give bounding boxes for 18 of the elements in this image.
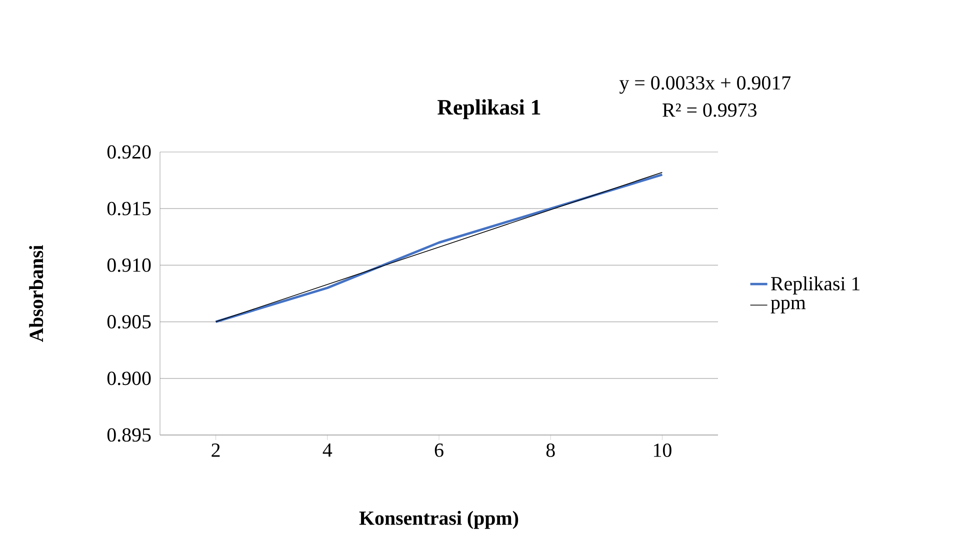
y-tick-label: 0.905: [107, 315, 151, 329]
y-tick-label: 0.915: [107, 202, 151, 216]
x-tick-label: 8: [546, 444, 555, 457]
y-tick-label: 0.920: [107, 145, 151, 159]
x-tick-label: 10: [654, 444, 672, 457]
legend-label: ppm: [770, 300, 806, 314]
x-axis-title: Konsentrasi (ppm): [359, 510, 518, 529]
legend-label: Replikasi 1: [771, 276, 860, 294]
y-tick-label: 0.900: [107, 372, 151, 386]
text: y = 0.0033x + 0.9017: [619, 76, 791, 94]
x-tick-label: 4: [322, 444, 332, 457]
y-axis-title: Absorbansi: [29, 245, 44, 342]
x-tick-label: 2: [212, 444, 220, 457]
x-tick-label: 6: [434, 444, 444, 457]
y-tick-label: 0.910: [107, 258, 151, 272]
chart-title: Replikasi 1: [438, 99, 540, 120]
y-tick-label: 0.895: [107, 428, 151, 442]
text: R² = 0.9973: [662, 103, 756, 117]
